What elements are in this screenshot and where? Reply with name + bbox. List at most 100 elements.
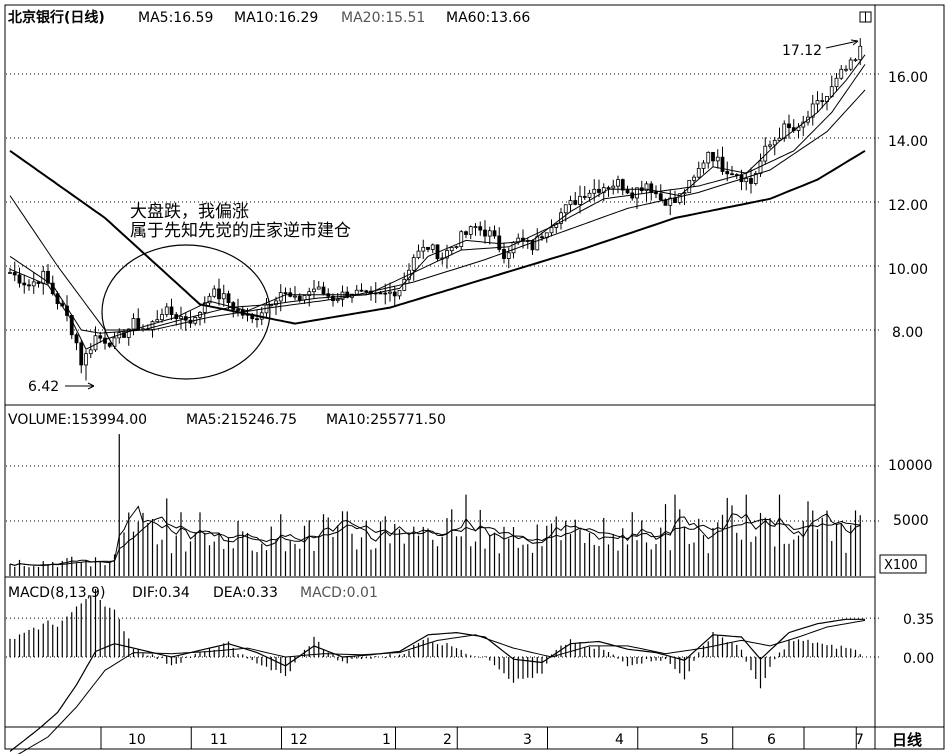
accumulation-ellipse xyxy=(101,244,271,380)
price-candle-body xyxy=(36,281,41,284)
price-candle-body xyxy=(582,196,587,198)
price-candle-body xyxy=(815,100,820,105)
price-candle-body xyxy=(27,284,31,287)
price-candle-body xyxy=(212,288,217,297)
price-candle-body xyxy=(573,200,578,205)
price-candle-body xyxy=(459,231,464,247)
price-candle-body xyxy=(449,247,454,252)
price-candle-body xyxy=(725,171,730,175)
volume-moving-averages xyxy=(9,505,861,567)
price-candle-body xyxy=(217,288,221,300)
volume-ma5-line xyxy=(9,505,861,567)
price-candle-body xyxy=(221,293,226,300)
low-price-label: 6.42 xyxy=(28,379,59,395)
macd-tick-035: 0.35 xyxy=(903,612,934,628)
price-candle-body xyxy=(535,236,540,251)
price-candle-body xyxy=(753,173,758,184)
price-candle-body xyxy=(22,282,27,286)
price-candle-body xyxy=(79,342,84,366)
price-candle-body xyxy=(810,103,815,118)
price-candle-body xyxy=(411,257,416,271)
low-price-arrow-icon xyxy=(65,382,95,390)
price-candle-body xyxy=(487,230,492,237)
macd-histogram xyxy=(9,588,861,689)
price-candle-body xyxy=(131,318,136,330)
window-toggle-icon[interactable] xyxy=(859,11,872,23)
price-candle-body xyxy=(378,292,383,295)
y-axis-frame xyxy=(874,4,945,750)
price-tick-16: 16.00 xyxy=(888,70,928,86)
ma20-line xyxy=(9,89,866,331)
price-candle-body xyxy=(331,295,335,302)
price-candle-body xyxy=(169,306,174,316)
month-label-4: 4 xyxy=(615,732,624,748)
ma10-line xyxy=(9,64,866,334)
month-label-10: 10 xyxy=(128,732,146,748)
price-candle-body xyxy=(207,295,212,304)
price-candle-body xyxy=(236,309,240,311)
volume-ma5-readout: MA5:215246.75 xyxy=(186,412,297,428)
price-candle-body xyxy=(150,321,155,330)
price-candle-body xyxy=(316,286,321,290)
price-candle-body xyxy=(715,156,720,162)
annotation-line-2: 属于先知先觉的庄家逆市建仓 xyxy=(130,221,351,241)
price-candle-body xyxy=(335,298,340,302)
price-candle-body xyxy=(41,270,46,284)
price-candle-body xyxy=(820,100,825,103)
price-candle-body xyxy=(231,302,236,310)
volume-panel-frame xyxy=(4,404,876,578)
macd-gridlines xyxy=(6,617,882,658)
price-candle-body xyxy=(568,200,573,206)
price-candle-body xyxy=(202,302,207,313)
price-candle-body xyxy=(635,187,639,199)
price-candle-body xyxy=(649,183,654,193)
price-candle-body xyxy=(696,168,701,178)
ma20-readout: MA20:15.51 xyxy=(341,10,425,26)
month-label-1: 1 xyxy=(382,732,391,748)
price-candle-body xyxy=(844,68,848,71)
price-candle-body xyxy=(616,179,620,187)
ma60-line xyxy=(9,149,866,325)
month-label-11: 11 xyxy=(210,732,228,748)
price-candle-body xyxy=(858,45,863,61)
price-candle-body xyxy=(592,188,597,194)
volume-readout: VOLUME:153994.00 xyxy=(8,412,147,428)
price-candle-body xyxy=(701,162,706,169)
volume-gridlines xyxy=(6,465,882,522)
price-candle-body xyxy=(677,193,682,203)
annotation-line-1: 大盘跌，我偏涨 xyxy=(130,202,249,222)
price-candle-body xyxy=(777,137,782,141)
price-candle-body xyxy=(492,230,497,237)
price-candle-body xyxy=(364,290,369,293)
ma60-readout: MA60:13.66 xyxy=(446,10,530,26)
price-candle-body xyxy=(8,272,12,274)
price-candle-body xyxy=(706,151,711,164)
price-tick-8: 8.00 xyxy=(892,325,923,341)
price-candle-body xyxy=(853,59,858,62)
price-candle-body xyxy=(312,288,316,293)
price-candle-body xyxy=(772,140,777,146)
macd-tick-000: 0.00 xyxy=(903,651,934,667)
price-candle-body xyxy=(430,244,435,250)
macd-lines xyxy=(9,618,866,754)
price-candle-body xyxy=(126,328,131,338)
macd-params-readout: MACD(8,13,9) xyxy=(8,585,105,601)
period-label[interactable]: 日线 xyxy=(892,731,922,749)
macd-value-readout: MACD:0.01 xyxy=(300,585,378,601)
month-label-3: 3 xyxy=(523,732,532,748)
price-candle-body xyxy=(563,204,568,214)
price-candle-body xyxy=(416,250,421,258)
price-candle-body xyxy=(307,291,312,296)
price-candle-body xyxy=(625,189,630,194)
price-candle-body xyxy=(321,286,326,295)
price-candle-body xyxy=(578,196,582,205)
price-candle-body xyxy=(93,335,98,351)
price-candle-body xyxy=(17,274,22,284)
dea-line xyxy=(17,619,866,754)
price-candle-body xyxy=(359,289,364,292)
price-candle-body xyxy=(468,226,473,235)
volume-bars xyxy=(9,434,861,576)
month-label-7: 7 xyxy=(855,732,864,748)
price-candle-body xyxy=(720,156,725,172)
